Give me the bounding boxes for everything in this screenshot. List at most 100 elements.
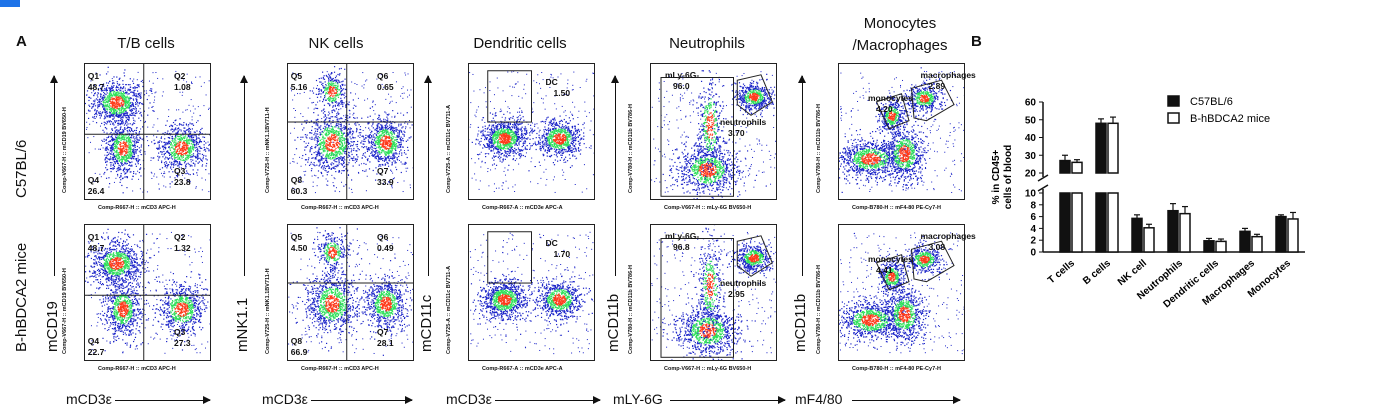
gate-label: macrophages 2.89 [921,70,976,92]
bar [1239,230,1251,253]
y-axis-label: Comp-V780-H :: mCD11b BV786-H [816,265,822,354]
bar [1095,122,1107,174]
gate-name: Q3 [174,327,191,338]
y-axis-label: Comp-V780-H :: mCD11b BV786-H [816,104,822,193]
x-marker-label: mCD3ε [262,391,308,407]
gate-value: 1.70 [546,249,571,260]
y-axis-arrow [50,75,58,276]
x-axis-label: Comp-B780-H :: mF4-80 PE-Cy7-H [852,205,941,211]
gate-value: 3.70 [720,128,766,139]
corner-mark [0,0,20,7]
x-axis-arrow [114,396,211,404]
bar [1203,240,1215,253]
x-axis-label: Comp-R667-H :: mCD3 APC-H [98,366,176,372]
y-tick-label: 6 [1030,212,1036,223]
bar [1071,192,1083,253]
gate-label: neutrophils 3.70 [720,117,766,139]
flow-plot [84,63,211,200]
gate-label: Q8 66.9 [291,336,308,358]
y-tick-label: 20 [1025,169,1037,180]
y-marker-label: mCD11b [605,294,622,352]
gate-name: neutrophils [720,278,766,289]
gate-value: 23.8 [174,177,191,188]
legend-swatch [1167,112,1180,124]
column-title: T/B cells [71,33,221,55]
y-axis-label: Comp-V780-H :: mCD11b BV786-H [628,104,634,193]
gate-label: Q2 1.08 [174,71,191,93]
x-marker-label: mLY-6G [613,391,663,407]
gate-value: 33.9 [377,177,394,188]
gate-label: macrophages 3.08 [921,231,976,253]
gate-label: Q2 1.32 [174,232,191,254]
gate-label: Q5 4.50 [291,232,308,254]
x-axis-label: Comp-V667-H :: mLy-6G BV650-H [664,205,751,211]
gate-value: 96.0 [665,81,699,92]
panel-b-label: B [971,33,982,50]
x-marker-label: mCD3ε [66,391,112,407]
gate-label: Q6 0.49 [377,232,394,254]
gate-value: 2.95 [720,289,766,300]
gate-value: 3.08 [921,242,976,253]
gate-value: 48.7 [88,82,105,93]
y-axis-arrow [240,75,248,276]
bar [1143,227,1155,253]
bar [1071,161,1083,174]
y-tick-label: 50 [1025,115,1037,126]
x-axis-label: Comp-R667-H :: mCD3 APC-H [301,366,379,372]
gate-value: 0.49 [377,243,394,254]
gate-name: Q3 [174,166,191,177]
legend-label: B-hBDCA2 mice [1190,113,1270,125]
gate-name: monocytes [868,93,913,104]
bar [1251,235,1263,253]
gate-value: 5.16 [291,82,308,93]
y-axis-label: Comp-V667-H :: mCD19 BV650-H [62,268,68,354]
bar [1215,240,1227,253]
bar [1095,192,1107,253]
bar [1107,122,1119,174]
gate-value: 4.41 [868,265,913,276]
y-axis-arrow [424,75,432,276]
gate-value: 22.7 [88,347,105,358]
axis-break-mark [1037,184,1049,192]
bar [1131,217,1143,253]
y-axis-label: Comp-V780-H :: mCD11b BV786-H [628,265,634,354]
gate-name: Q2 [174,232,191,243]
gate-value: 27.3 [174,338,191,349]
y-marker-label: mCD11b [792,294,809,352]
gate-name: Q2 [174,71,191,82]
flow-plot [650,224,777,361]
gate-value: 0.65 [377,82,394,93]
y-tick-label: 0 [1030,248,1036,259]
flow-plot [287,224,414,361]
gate-label: Q7 33.9 [377,166,394,188]
gate-value: 2.89 [921,81,976,92]
y-tick-label: 2 [1030,236,1036,247]
gate-value: 96.8 [665,242,699,253]
x-axis-arrow [310,396,413,404]
gate-value: 4.20 [868,104,913,115]
legend-label: C57BL/6 [1190,96,1233,108]
gate-label: Q6 0.65 [377,71,394,93]
y-axis-arrow [611,75,619,276]
gate-name: DC [546,77,571,88]
bar [1059,159,1071,174]
gate-name: Q8 [291,336,308,347]
y-axis-label: Comp-V725-A :: mCD11c BV711-A [446,105,452,193]
gate-label: mLy-6G- 96.8 [665,231,699,253]
y-axis-label: Comp-V667-H :: mCD19 BV650-H [62,107,68,193]
column-title: Neutrophils [632,33,782,55]
gate-value: 1.08 [174,82,191,93]
flow-plot [650,63,777,200]
gate-label: Q3 23.8 [174,166,191,188]
gate-name: Q5 [291,71,308,82]
bar [1287,218,1299,253]
bar [1107,192,1119,253]
bar [1275,215,1287,253]
gate-value: 28.1 [377,338,394,349]
x-axis-label: Comp-R667-H :: mCD3 APC-H [301,205,379,211]
column-title: Dendritic cells [445,33,595,55]
flow-plot [838,224,965,361]
axis-break-mark [1037,174,1049,182]
gate-name: neutrophils [720,117,766,128]
